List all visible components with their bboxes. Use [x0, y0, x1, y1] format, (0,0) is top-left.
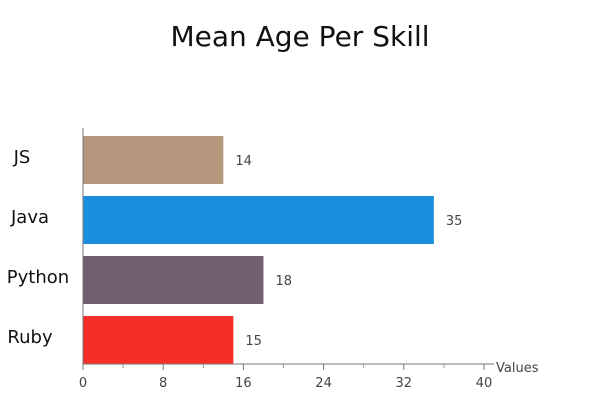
x-tick-label-8: 8: [159, 376, 167, 391]
x-axis: Values 0 8 16 24 32 40: [79, 128, 539, 391]
category-label-js: JS: [13, 147, 31, 168]
category-label-ruby: Ruby: [7, 327, 53, 348]
x-axis-title: Values: [496, 361, 539, 376]
value-label-ruby: 15: [245, 334, 262, 349]
bar-js: [83, 136, 224, 184]
x-tick-label-16: 16: [235, 376, 252, 391]
x-tick-label-24: 24: [315, 376, 332, 391]
category-label-python: Python: [7, 267, 69, 288]
chart-title: Mean Age Per Skill: [170, 20, 429, 53]
value-label-js: 14: [235, 154, 252, 169]
value-label-python: 18: [275, 274, 292, 289]
x-tick-label-0: 0: [79, 376, 87, 391]
bar-java: [83, 196, 434, 244]
x-tick-label-32: 32: [396, 376, 413, 391]
category-label-java: Java: [10, 207, 49, 228]
bars-layer: [83, 136, 434, 364]
bar-python: [83, 256, 264, 304]
value-label-java: 35: [446, 214, 463, 229]
bar-ruby: [83, 316, 234, 364]
labels-layer: 14 JS 35 Java 18 Python 15 Ruby: [7, 147, 463, 349]
x-tick-label-40: 40: [476, 376, 493, 391]
